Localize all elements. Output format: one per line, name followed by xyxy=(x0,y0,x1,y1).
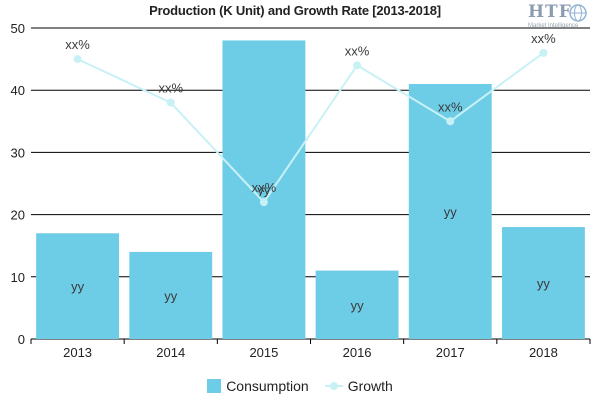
growth-data-label: xx% xyxy=(438,99,463,114)
bar-data-label: yy xyxy=(164,288,178,303)
bar xyxy=(36,233,120,339)
growth-data-label: xx% xyxy=(252,180,277,195)
legend-label-consumption: Consumption xyxy=(226,378,309,394)
y-tick-label: 20 xyxy=(11,208,25,223)
x-tick-label: 2015 xyxy=(249,345,278,360)
bar xyxy=(501,227,585,339)
logo-text: HTF xyxy=(528,2,572,22)
growth-data-label: xx% xyxy=(345,43,370,58)
legend-swatch-line xyxy=(324,379,343,393)
legend: Consumption Growth xyxy=(0,378,600,394)
legend-label-growth: Growth xyxy=(347,378,393,394)
x-tick-label: 2016 xyxy=(343,345,372,360)
y-tick-label: 30 xyxy=(11,145,25,160)
legend-item-growth[interactable]: Growth xyxy=(324,378,393,394)
legend-swatch-bar xyxy=(207,379,222,393)
growth-point xyxy=(353,61,362,70)
growth-point xyxy=(259,198,268,207)
growth-point xyxy=(539,48,548,57)
x-tick-label: 2018 xyxy=(529,345,558,360)
y-tick-label: 0 xyxy=(18,332,25,347)
growth-data-label: xx% xyxy=(158,81,183,96)
htf-logo: HTF Market Intelligence xyxy=(528,2,594,36)
growth-point xyxy=(446,117,455,126)
x-tick-label: 2017 xyxy=(436,345,465,360)
growth-point xyxy=(166,98,175,107)
bar-data-label: yy xyxy=(351,298,365,313)
growth-data-label: xx% xyxy=(531,31,556,46)
bar xyxy=(129,251,213,339)
bar xyxy=(408,83,492,339)
growth-point xyxy=(73,55,82,64)
growth-data-label: xx% xyxy=(65,37,90,52)
x-tick-label: 2013 xyxy=(63,345,92,360)
chart-title: Production (K Unit) and Growth Rate [201… xyxy=(149,3,441,18)
y-tick-label: 10 xyxy=(11,270,25,285)
bar-data-label: yy xyxy=(71,279,85,294)
bar xyxy=(315,270,399,339)
bar xyxy=(222,40,306,339)
legend-item-consumption[interactable]: Consumption xyxy=(207,378,309,394)
x-tick-label: 2014 xyxy=(156,345,185,360)
bar-data-label: yy xyxy=(444,204,458,219)
y-tick-label: 50 xyxy=(11,21,25,36)
y-tick-label: 40 xyxy=(11,83,25,98)
globe-icon xyxy=(569,4,587,22)
bar-data-label: yy xyxy=(257,183,271,198)
bar-data-label: yy xyxy=(537,276,551,291)
logo-subtext: Market Intelligence xyxy=(528,23,579,29)
growth-line xyxy=(77,52,545,204)
